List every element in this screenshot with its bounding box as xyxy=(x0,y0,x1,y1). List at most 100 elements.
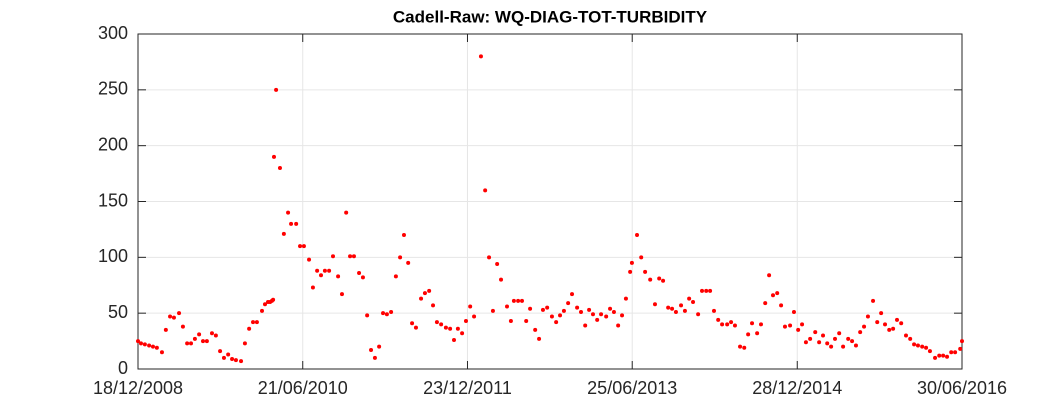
point xyxy=(289,221,294,226)
point xyxy=(136,339,140,344)
point xyxy=(197,332,202,337)
point xyxy=(788,323,793,328)
point xyxy=(508,318,513,323)
point xyxy=(372,355,377,360)
point xyxy=(687,296,692,301)
point xyxy=(883,322,888,327)
point xyxy=(755,331,760,336)
x-tick-label: 21/06/2010 xyxy=(258,378,348,398)
x-tick-label: 25/06/2013 xyxy=(587,378,677,398)
point xyxy=(294,221,299,226)
point xyxy=(682,308,687,313)
y-tick-label: 0 xyxy=(118,358,128,378)
point xyxy=(213,333,218,338)
point xyxy=(608,306,613,311)
point xyxy=(348,254,353,259)
point xyxy=(639,255,644,260)
point xyxy=(775,291,780,296)
point xyxy=(895,317,900,322)
point xyxy=(419,296,424,301)
point xyxy=(899,321,904,326)
point xyxy=(679,303,684,308)
point xyxy=(635,233,640,237)
point xyxy=(239,359,244,364)
point xyxy=(434,320,439,325)
point xyxy=(142,342,147,347)
point xyxy=(767,273,772,278)
point xyxy=(271,297,276,302)
point xyxy=(177,311,182,316)
point xyxy=(422,291,427,296)
point xyxy=(763,301,768,306)
x-tick-label: 18/12/2008 xyxy=(93,378,183,398)
point xyxy=(519,298,524,303)
point xyxy=(725,322,730,327)
point xyxy=(558,313,563,318)
point xyxy=(595,317,600,322)
point xyxy=(233,358,238,363)
point xyxy=(561,308,566,313)
point xyxy=(209,331,214,336)
y-tick-label: 50 xyxy=(108,302,128,322)
point xyxy=(351,254,356,259)
point xyxy=(448,326,453,331)
point xyxy=(154,345,159,350)
point xyxy=(204,339,209,344)
point xyxy=(322,268,327,273)
point xyxy=(782,324,787,329)
point xyxy=(841,344,846,349)
point xyxy=(933,355,938,360)
point xyxy=(850,339,855,344)
point xyxy=(339,292,344,297)
point xyxy=(495,262,500,267)
axes-box xyxy=(137,33,963,370)
point xyxy=(643,269,648,274)
point xyxy=(941,353,946,358)
point xyxy=(821,333,826,338)
point xyxy=(242,341,247,346)
point xyxy=(549,314,554,319)
point xyxy=(180,324,185,329)
point xyxy=(286,210,291,215)
point xyxy=(924,345,929,350)
point xyxy=(468,304,473,309)
point xyxy=(590,312,595,317)
point xyxy=(490,308,495,313)
point xyxy=(732,323,737,328)
point xyxy=(200,339,205,344)
y-tick-label: 250 xyxy=(98,79,128,99)
point xyxy=(365,313,370,318)
point xyxy=(628,269,633,274)
point xyxy=(381,311,386,316)
point xyxy=(413,325,418,330)
y-tick-label: 150 xyxy=(98,190,128,210)
point xyxy=(587,307,592,312)
point xyxy=(159,350,164,355)
point xyxy=(837,331,842,336)
point xyxy=(691,300,696,304)
point xyxy=(813,330,818,335)
point xyxy=(398,255,403,260)
point xyxy=(746,332,751,337)
point xyxy=(720,322,725,327)
point xyxy=(629,260,634,265)
point xyxy=(945,354,950,359)
point xyxy=(738,344,743,349)
point xyxy=(319,273,324,278)
point xyxy=(791,310,796,315)
y-tick-label: 300 xyxy=(98,23,128,43)
point xyxy=(770,293,775,298)
point xyxy=(953,350,958,355)
point xyxy=(949,350,954,355)
point xyxy=(230,356,235,361)
point xyxy=(455,326,460,331)
point xyxy=(554,320,559,325)
point xyxy=(620,313,625,318)
point xyxy=(800,322,805,327)
point xyxy=(670,306,675,311)
point xyxy=(853,343,858,348)
point xyxy=(505,304,510,309)
point xyxy=(583,323,588,328)
point xyxy=(189,341,194,346)
